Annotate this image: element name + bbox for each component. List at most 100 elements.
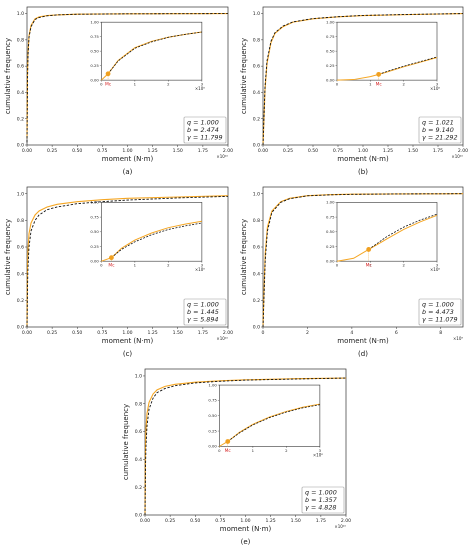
chart-panel-e: 0.00 0.25 0.50 0.75 1.00 1.25 1.50 1.75 2.00 0.0 0… [118, 362, 354, 550]
y-tick-label: 0.4 [253, 271, 260, 277]
x-exponent-label: ×10⁹ [453, 336, 463, 341]
chart-svg: 0.00 0.25 0.50 0.75 1.00 1.25 1.50 1.75 2.000.00… [4, 186, 233, 358]
y-tick-label: 0.4 [135, 457, 142, 463]
y-tick-label: 1.0 [135, 374, 142, 380]
param-gamma: γ = 4.828 [305, 504, 337, 512]
y-tick-label: 0.6 [135, 429, 142, 435]
inset-empirical-curve [107, 31, 202, 75]
inset-y-tick-label: 0.00 [326, 259, 335, 264]
inset-y-tick-label: 0.25 [90, 63, 99, 68]
x-tick-label: 1.00 [240, 518, 250, 524]
inset-y-tick-label: 0.00 [208, 444, 217, 449]
param-gamma: γ = 5.894 [187, 316, 219, 324]
inset-y-tick-label: 0.75 [326, 214, 335, 219]
y-tick-label: 0.4 [253, 90, 260, 96]
inset-x-tick-label: 0 [100, 82, 103, 87]
inset-y-tick-label: 1.00 [90, 200, 99, 205]
x-tick-label: 2 [306, 330, 309, 336]
inset-y-tick-label: 0.25 [90, 244, 99, 249]
y-tick-label: 0.8 [17, 37, 24, 43]
y-axis-label: cumulative frequency [4, 219, 12, 295]
x-tick-label: 1.25 [148, 148, 158, 154]
x-tick-label: 0.50 [190, 518, 200, 524]
x-tick-label: 0.25 [47, 148, 57, 154]
x-exponent-label: ×10¹⁰ [216, 154, 228, 159]
x-axis-label: moment (N·m) [337, 155, 389, 163]
x-tick-label: 2.00 [223, 148, 233, 154]
x-tick-label: 0.25 [283, 148, 293, 154]
y-tick-label: 1.0 [17, 191, 24, 197]
y-tick-label: 0.2 [135, 485, 142, 491]
y-tick-label: 0.6 [253, 245, 260, 251]
chart-panel-a: 0.00 0.25 0.50 0.75 1.00 1.25 1.50 1.75 2.00 0.0 0… [0, 0, 236, 180]
x-axis-label: moment (N·m) [220, 525, 272, 533]
y-tick-label: 0.6 [17, 245, 24, 251]
inset-exponent-label: ×10⁶ [430, 86, 440, 91]
x-axis-label: moment (N·m) [337, 337, 389, 345]
x-tick-label: 1.50 [173, 148, 183, 154]
inset-frame [336, 202, 438, 262]
x-tick-label: 1.75 [198, 330, 208, 336]
y-tick-label: 0.0 [253, 325, 260, 331]
inset-x-tick-label: 2 [402, 263, 405, 268]
x-tick-label: 1.75 [433, 148, 443, 154]
inset-x-tick-label: 0 [218, 448, 221, 453]
x-tick-label: 1.25 [148, 330, 158, 336]
mc-marker [366, 247, 372, 252]
inset-y-tick-label: 0.75 [208, 398, 217, 403]
x-tick-label: 1.50 [173, 330, 183, 336]
y-tick-label: 0.2 [253, 298, 260, 304]
chart-panel-b: 0.00 0.25 0.50 0.75 1.00 1.25 1.50 1.75 2.00 0.0 0… [236, 0, 471, 180]
panel-caption: (c) [123, 350, 133, 358]
parameter-box [301, 486, 345, 514]
param-gamma: γ = 11.799 [187, 134, 223, 142]
inset-empirical-curve [378, 56, 438, 75]
param-q: q = 1.000 [305, 489, 337, 497]
inset-x-tick-label: 1 [369, 82, 372, 87]
inset-y-tick-label: 0.75 [90, 214, 99, 219]
mc-label: Mc [225, 448, 232, 454]
x-tick-label: 1.00 [122, 148, 132, 154]
y-tick-label: 0.0 [17, 325, 24, 331]
x-exponent-label: ×10¹⁰ [216, 336, 228, 341]
param-b: b = 1.445 [187, 308, 219, 316]
x-tick-label: 1.00 [358, 148, 368, 154]
chart-svg: 0.00 0.25 0.50 0.75 1.00 1.25 1.50 1.75 2.000.00… [240, 6, 468, 176]
x-tick-label: 0.75 [97, 148, 107, 154]
panel-caption: (d) [358, 350, 368, 358]
inset-y-tick-label: 0.50 [208, 413, 217, 418]
mc-label: Mc [108, 263, 115, 269]
x-tick-label: 1.00 [122, 330, 132, 336]
x-axis-label: moment (N·m) [102, 155, 154, 163]
mc-marker [109, 255, 114, 261]
y-axis-label: cumulative frequency [240, 38, 248, 114]
param-b: b = 2.474 [187, 126, 219, 134]
x-tick-label: 2.00 [341, 518, 351, 524]
param-gamma: γ = 11.079 [422, 316, 458, 324]
parameter-box [183, 298, 227, 326]
x-tick-label: 0.25 [47, 330, 57, 336]
y-tick-label: 0.2 [17, 298, 24, 304]
inset-exponent-label: ×10⁶ [195, 267, 205, 272]
x-tick-label: 0.00 [22, 148, 32, 154]
x-tick-label: 0.00 [22, 330, 32, 336]
y-tick-label: 0.0 [253, 143, 260, 149]
inset-y-tick-label: 0.50 [326, 229, 335, 234]
inset-x-tick-label: 3 [201, 263, 204, 268]
x-tick-label: 1.25 [266, 518, 276, 524]
x-tick-label: 0.50 [308, 148, 318, 154]
param-q: q = 1.000 [187, 119, 219, 127]
inset-y-tick-label: 0.25 [208, 428, 217, 433]
inset-x-tick-label: 2 [285, 448, 288, 453]
empirical-curve [262, 193, 464, 328]
fit-curve [144, 377, 347, 516]
inset-frame [219, 384, 321, 447]
x-tick-label: 6 [395, 330, 398, 336]
y-axis-label: cumulative frequency [240, 219, 248, 295]
x-tick-label: 2.00 [458, 148, 468, 154]
inset-y-tick-label: 1.00 [208, 382, 217, 387]
y-tick-label: 1.0 [253, 191, 260, 197]
inset-x-tick-label: 1 [134, 82, 137, 87]
parameter-box [418, 116, 462, 144]
y-tick-label: 0.8 [135, 401, 142, 407]
